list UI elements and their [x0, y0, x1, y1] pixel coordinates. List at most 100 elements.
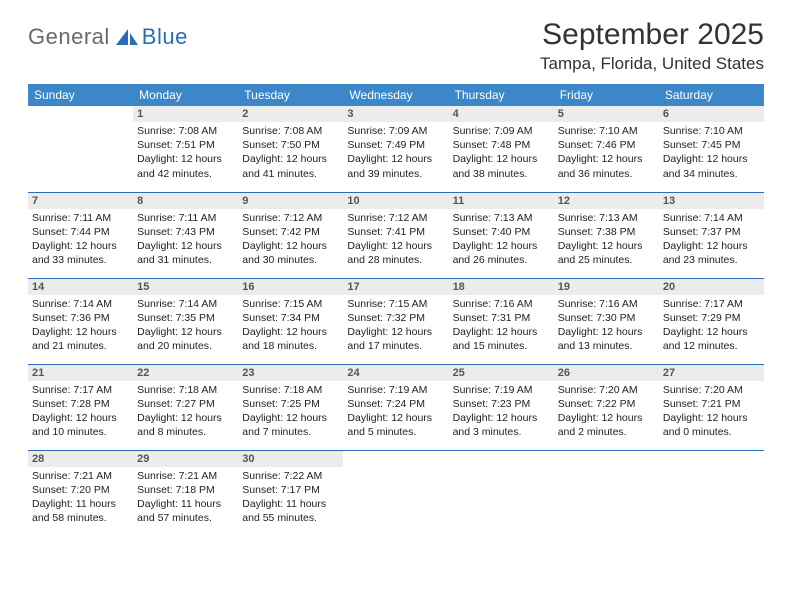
sunrise-text: Sunrise: 7:09 AM — [347, 124, 444, 138]
daylight-text: and 31 minutes. — [137, 253, 234, 267]
daylight-text: Daylight: 12 hours — [242, 152, 339, 166]
daylight-text: Daylight: 12 hours — [347, 239, 444, 253]
sunset-text: Sunset: 7:34 PM — [242, 311, 339, 325]
sunrise-text: Sunrise: 7:08 AM — [242, 124, 339, 138]
sunset-text: Sunset: 7:35 PM — [137, 311, 234, 325]
daylight-text: Daylight: 12 hours — [347, 325, 444, 339]
sunrise-text: Sunrise: 7:21 AM — [137, 469, 234, 483]
sunrise-text: Sunrise: 7:10 AM — [558, 124, 655, 138]
day-number — [659, 451, 764, 467]
daylight-text: Daylight: 12 hours — [32, 411, 129, 425]
sunset-text: Sunset: 7:31 PM — [453, 311, 550, 325]
daylight-text: and 20 minutes. — [137, 339, 234, 353]
sunrise-text: Sunrise: 7:17 AM — [663, 297, 760, 311]
sunset-text: Sunset: 7:25 PM — [242, 397, 339, 411]
calendar-cell — [449, 450, 554, 536]
sunrise-text: Sunrise: 7:19 AM — [347, 383, 444, 397]
calendar-cell: 9Sunrise: 7:12 AMSunset: 7:42 PMDaylight… — [238, 192, 343, 278]
sunset-text: Sunset: 7:42 PM — [242, 225, 339, 239]
calendar-cell: 11Sunrise: 7:13 AMSunset: 7:40 PMDayligh… — [449, 192, 554, 278]
daylight-text: Daylight: 11 hours — [32, 497, 129, 511]
calendar-cell: 1Sunrise: 7:08 AMSunset: 7:51 PMDaylight… — [133, 106, 238, 192]
day-number: 4 — [449, 106, 554, 122]
sunrise-text: Sunrise: 7:08 AM — [137, 124, 234, 138]
calendar-cell: 10Sunrise: 7:12 AMSunset: 7:41 PMDayligh… — [343, 192, 448, 278]
daylight-text: and 18 minutes. — [242, 339, 339, 353]
daylight-text: Daylight: 12 hours — [137, 325, 234, 339]
calendar-cell — [28, 106, 133, 192]
day-number: 17 — [343, 279, 448, 295]
day-number: 10 — [343, 193, 448, 209]
day-number: 9 — [238, 193, 343, 209]
calendar-cell: 13Sunrise: 7:14 AMSunset: 7:37 PMDayligh… — [659, 192, 764, 278]
sunset-text: Sunset: 7:23 PM — [453, 397, 550, 411]
sunset-text: Sunset: 7:44 PM — [32, 225, 129, 239]
calendar-cell: 26Sunrise: 7:20 AMSunset: 7:22 PMDayligh… — [554, 364, 659, 450]
daylight-text: and 0 minutes. — [663, 425, 760, 439]
daylight-text: and 28 minutes. — [347, 253, 444, 267]
sunset-text: Sunset: 7:51 PM — [137, 138, 234, 152]
daylight-text: Daylight: 12 hours — [558, 411, 655, 425]
sunset-text: Sunset: 7:45 PM — [663, 138, 760, 152]
day-number: 26 — [554, 365, 659, 381]
day-number — [449, 451, 554, 467]
calendar-cell: 17Sunrise: 7:15 AMSunset: 7:32 PMDayligh… — [343, 278, 448, 364]
sunrise-text: Sunrise: 7:11 AM — [32, 211, 129, 225]
daylight-text: Daylight: 12 hours — [453, 411, 550, 425]
daylight-text: and 42 minutes. — [137, 167, 234, 181]
daylight-text: and 26 minutes. — [453, 253, 550, 267]
calendar-week-row: 21Sunrise: 7:17 AMSunset: 7:28 PMDayligh… — [28, 364, 764, 450]
day-number: 18 — [449, 279, 554, 295]
daylight-text: Daylight: 12 hours — [242, 325, 339, 339]
daylight-text: and 17 minutes. — [347, 339, 444, 353]
day-number: 3 — [343, 106, 448, 122]
sunset-text: Sunset: 7:30 PM — [558, 311, 655, 325]
day-number: 19 — [554, 279, 659, 295]
daylight-text: Daylight: 11 hours — [137, 497, 234, 511]
sunrise-text: Sunrise: 7:18 AM — [137, 383, 234, 397]
day-number: 24 — [343, 365, 448, 381]
day-number: 21 — [28, 365, 133, 381]
calendar-cell: 2Sunrise: 7:08 AMSunset: 7:50 PMDaylight… — [238, 106, 343, 192]
day-number: 27 — [659, 365, 764, 381]
sunrise-text: Sunrise: 7:19 AM — [453, 383, 550, 397]
sunset-text: Sunset: 7:24 PM — [347, 397, 444, 411]
page-title: September 2025 — [540, 18, 764, 52]
calendar-cell: 8Sunrise: 7:11 AMSunset: 7:43 PMDaylight… — [133, 192, 238, 278]
daylight-text: Daylight: 12 hours — [453, 152, 550, 166]
sunrise-text: Sunrise: 7:20 AM — [663, 383, 760, 397]
calendar-cell — [554, 450, 659, 536]
calendar-cell: 30Sunrise: 7:22 AMSunset: 7:17 PMDayligh… — [238, 450, 343, 536]
calendar-cell: 21Sunrise: 7:17 AMSunset: 7:28 PMDayligh… — [28, 364, 133, 450]
day-number: 11 — [449, 193, 554, 209]
logo: General Blue — [28, 18, 188, 50]
sunset-text: Sunset: 7:28 PM — [32, 397, 129, 411]
sunset-text: Sunset: 7:17 PM — [242, 483, 339, 497]
daylight-text: Daylight: 12 hours — [242, 411, 339, 425]
daylight-text: and 36 minutes. — [558, 167, 655, 181]
sunrise-text: Sunrise: 7:18 AM — [242, 383, 339, 397]
daylight-text: Daylight: 12 hours — [663, 325, 760, 339]
day-number: 28 — [28, 451, 133, 467]
daylight-text: and 39 minutes. — [347, 167, 444, 181]
sunrise-text: Sunrise: 7:16 AM — [453, 297, 550, 311]
daylight-text: Daylight: 12 hours — [137, 239, 234, 253]
weekday-header: Sunday — [28, 84, 133, 106]
daylight-text: Daylight: 12 hours — [558, 325, 655, 339]
header: General Blue September 2025 Tampa, Flori… — [28, 18, 764, 74]
daylight-text: Daylight: 12 hours — [347, 152, 444, 166]
calendar-week-row: 14Sunrise: 7:14 AMSunset: 7:36 PMDayligh… — [28, 278, 764, 364]
calendar-cell: 19Sunrise: 7:16 AMSunset: 7:30 PMDayligh… — [554, 278, 659, 364]
day-number: 20 — [659, 279, 764, 295]
calendar-cell: 5Sunrise: 7:10 AMSunset: 7:46 PMDaylight… — [554, 106, 659, 192]
calendar-cell: 3 Sunrise: 7:09 AMSunset: 7:49 PMDaylight… — [343, 106, 448, 192]
daylight-text: Daylight: 12 hours — [32, 239, 129, 253]
day-number: 30 — [238, 451, 343, 467]
day-number: 29 — [133, 451, 238, 467]
sunset-text: Sunset: 7:40 PM — [453, 225, 550, 239]
sunset-text: Sunset: 7:49 PM — [347, 138, 444, 152]
calendar-cell: 20Sunrise: 7:17 AMSunset: 7:29 PMDayligh… — [659, 278, 764, 364]
sunrise-text: Sunrise: 7:12 AM — [242, 211, 339, 225]
calendar-week-row: 7Sunrise: 7:11 AMSunset: 7:44 PMDaylight… — [28, 192, 764, 278]
calendar-cell: 24Sunrise: 7:19 AMSunset: 7:24 PMDayligh… — [343, 364, 448, 450]
